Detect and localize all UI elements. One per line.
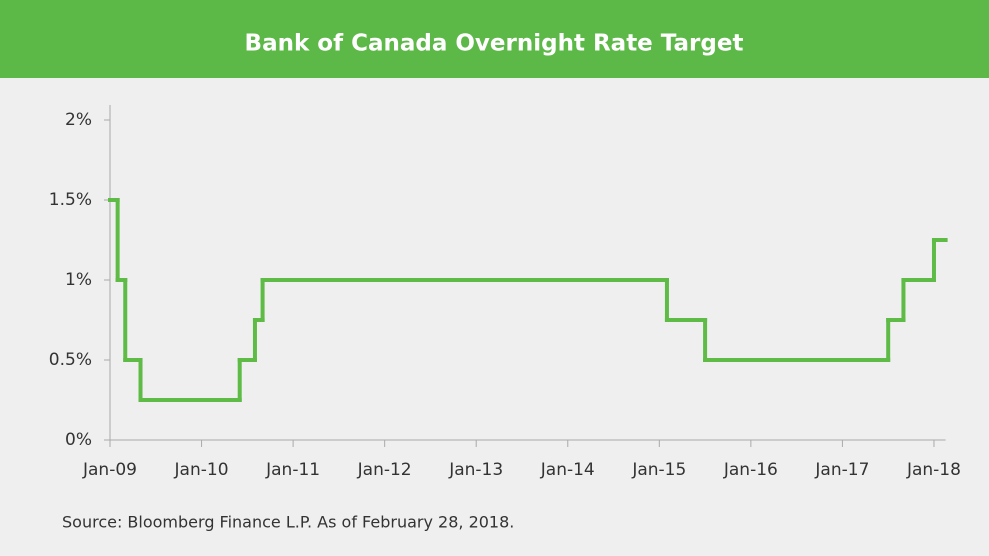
x-tick-label: Jan-10 [174, 460, 229, 480]
header [0, 0, 989, 78]
y-tick-label: 1.5% [49, 190, 92, 210]
y-tick-label: 1% [65, 270, 92, 290]
y-tick-label: 2% [65, 110, 92, 130]
x-tick-label: Jan-14 [540, 460, 595, 480]
x-tick-label: Jan-16 [723, 460, 778, 480]
x-tick-label: Jan-13 [448, 460, 503, 480]
y-tick-label: 0% [65, 430, 92, 450]
x-tick-label: Jan-11 [265, 460, 320, 480]
chart-title: Bank of Canada Overnight Rate Target [245, 31, 744, 57]
x-tick-label: Jan-12 [357, 460, 412, 480]
x-tick-label: Jan-15 [631, 460, 686, 480]
y-tick-label: 0.5% [49, 350, 92, 370]
x-tick-label: Jan-17 [814, 460, 869, 480]
source: Source: Bloomberg Finance L.P. As of Feb… [62, 513, 514, 532]
x-tick-label: Jan-18 [906, 460, 961, 480]
x-tick-label: Jan-09 [82, 460, 137, 480]
